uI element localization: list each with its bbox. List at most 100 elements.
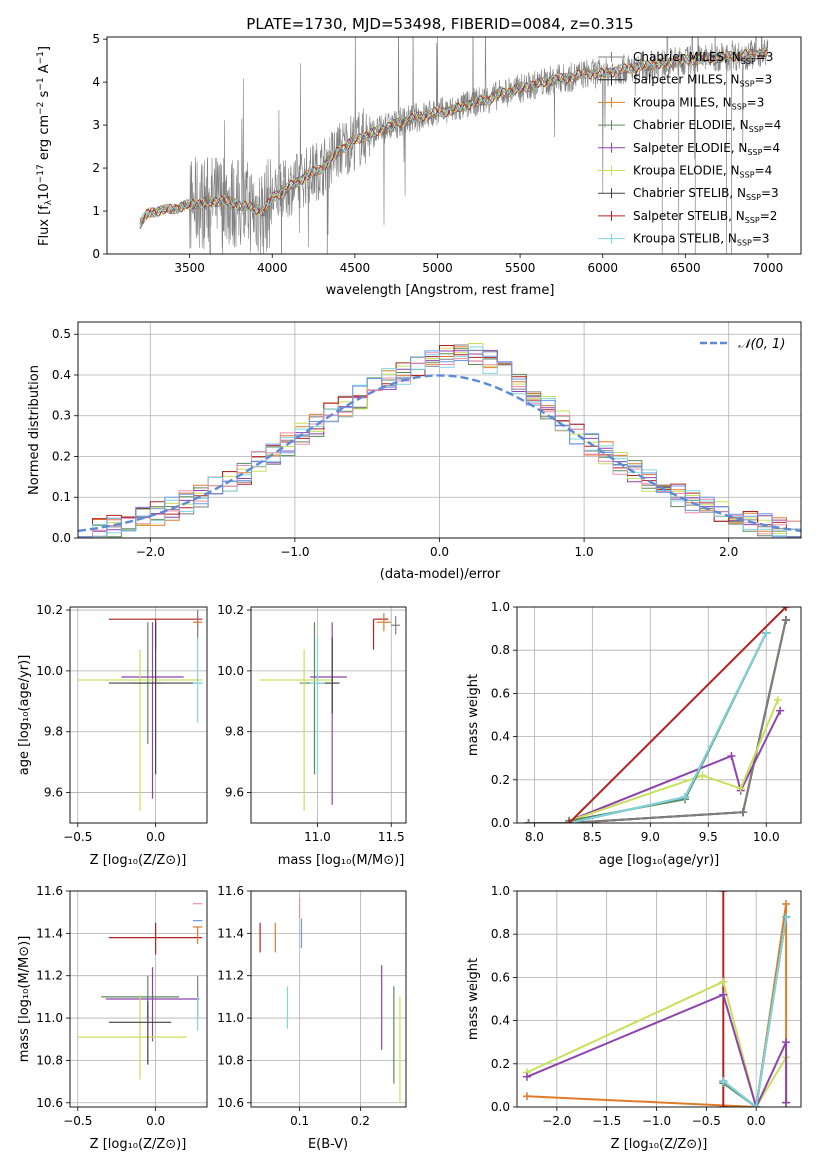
axes-frame	[106, 36, 802, 255]
y-axis-label: mass weight	[466, 674, 481, 756]
legend: Chabrier MILES, NSSP=3 Salpeter MILES, NS…	[598, 50, 781, 248]
x-tick-label: −0.5	[63, 830, 92, 844]
x-axis-label: wavelength [Angstrom, rest frame]	[326, 283, 555, 298]
y-tick-label: 0.0	[491, 816, 510, 830]
series-line	[526, 993, 788, 1107]
x-tick-label: 0.0	[747, 1114, 766, 1128]
y-tick-label: 11.0	[217, 1011, 244, 1025]
plot-area	[251, 607, 406, 823]
y-tick-label: 0.5	[52, 327, 71, 341]
y-tick-label: 4	[92, 75, 100, 89]
axes-residuals: −2.0 −1.0 0.0 1.0 2.0 0.0 0.1 0.2 0.3 0.4 0.5	[52, 321, 802, 559]
y-tick-label: 9.8	[44, 725, 63, 739]
y-tick-label: 11.6	[217, 884, 244, 898]
x-tick-label: −1.5	[592, 1114, 621, 1128]
y-tick-label: 11.2	[36, 969, 63, 983]
y-tick-label: 10.0	[217, 664, 244, 678]
series-line	[526, 903, 788, 1107]
axes-frame	[516, 606, 802, 824]
x-axis-label: Z [log₁₀(Z/Z⊙)]	[611, 1137, 708, 1152]
y-axis-label: Normed distribution	[27, 365, 42, 495]
y-tick-label: 0.0	[52, 531, 71, 545]
plot-area	[70, 891, 207, 1107]
axes-frame	[69, 606, 208, 824]
x-tick-label: 8.0	[525, 830, 544, 844]
plot-area	[70, 607, 207, 823]
x-tick-label: −2.0	[136, 545, 165, 559]
series-line	[722, 916, 788, 1107]
series-line	[568, 710, 781, 822]
axes-mass-weight-vs-age: 8.0 8.5 9.0 9.5 10.0 0.0 0.2 0.4 0.6 0.8 1.0	[491, 600, 802, 844]
y-tick-label: 10.8	[36, 1053, 63, 1067]
y-tick-label: 0.0	[491, 1100, 510, 1114]
x-tick-label: 11.0	[304, 830, 331, 844]
x-tick-label: −1.0	[642, 1114, 671, 1128]
y-tick-label: 0.4	[52, 368, 71, 382]
y-tick-label: 10.0	[36, 664, 63, 678]
x-tick-label: 0.1	[290, 1114, 309, 1128]
axes-spectrum: 3500 4000 4500 5000 5500 6000 6500 7000 0 1 2 3 4 5	[92, 32, 802, 275]
y-axis-label: mass [log₁₀(M/M⊙)]	[17, 936, 32, 1063]
y-tick-label: 10.2	[36, 603, 63, 617]
x-tick-label: 0.0	[146, 1114, 165, 1128]
plot-area	[517, 891, 801, 1107]
x-axis-label: Z [log₁₀(Z/Z⊙)]	[90, 1137, 187, 1152]
x-tick-label: 7000	[753, 261, 784, 275]
y-tick-label: 9.8	[225, 725, 244, 739]
y-tick-label: 0.2	[52, 449, 71, 463]
axes-mass-weight-vs-Z: −2.0 −1.5 −1.0 −0.5 0.0 0.0 0.2 0.4 0.6 0.8 1.0	[491, 884, 802, 1128]
legend-entry: Chabrier STELIB, NSSP=3	[633, 186, 779, 202]
axes-frame	[250, 606, 407, 824]
x-tick-label: 11.5	[378, 830, 405, 844]
y-tick-label: 5	[92, 32, 100, 46]
x-tick-label: 0.2	[351, 1114, 370, 1128]
axes-frame	[77, 321, 802, 539]
x-axis-label: E(B-V)	[308, 1137, 348, 1152]
x-tick-label: 2.0	[719, 545, 738, 559]
x-tick-label: 0.0	[430, 545, 449, 559]
x-tick-label: 9.5	[699, 830, 718, 844]
axes-frame	[69, 890, 208, 1108]
y-tick-label: 2	[92, 161, 100, 175]
x-tick-label: 4500	[340, 261, 371, 275]
x-tick-label: 6500	[670, 261, 701, 275]
x-tick-label: −0.5	[63, 1114, 92, 1128]
y-tick-label: 11.4	[36, 926, 63, 940]
y-tick-label: 3	[92, 118, 100, 132]
legend-entry: Salpeter MILES, NSSP=3	[633, 73, 772, 89]
x-tick-label: −1.0	[280, 545, 309, 559]
y-tick-label: 11.4	[217, 926, 244, 940]
axes-mass-vs-Z: −0.5 0.0 10.6 10.8 11.0 11.2 11.4 11.6	[36, 884, 208, 1128]
axes-mass-vs-EBV: 0.1 0.2 10.6 10.8 11.0 11.2 11.4 11.6	[217, 884, 407, 1128]
legend-entry: Kroupa MILES, NSSP=3	[633, 95, 764, 111]
y-tick-label: 0.2	[491, 1057, 510, 1071]
axes-frame	[516, 890, 802, 1108]
chart-title: PLATE=1730, MJD=53498, FIBERID=0084, z=0…	[246, 15, 633, 33]
y-tick-label: 0.8	[491, 927, 510, 941]
y-tick-label: 1	[92, 204, 100, 218]
x-tick-label: 3500	[174, 261, 205, 275]
x-tick-label: 9.0	[641, 830, 660, 844]
x-tick-label: 0.0	[146, 830, 165, 844]
legend-entry: Salpeter ELODIE, NSSP=4	[633, 141, 780, 157]
y-tick-label: 9.6	[44, 786, 63, 800]
x-axis-label: mass [log₁₀(M/M⊙)]	[278, 853, 405, 868]
model-line	[139, 48, 768, 225]
y-tick-label: 0.6	[491, 970, 510, 984]
series-line	[722, 916, 788, 1107]
x-tick-label: −2.0	[542, 1114, 571, 1128]
legend-entry: Kroupa ELODIE, NSSP=4	[633, 164, 772, 180]
x-tick-label: −0.5	[692, 1114, 721, 1128]
y-axis-label: age [log₁₀(age/yr)]	[17, 655, 32, 776]
y-axis-label: mass weight	[466, 958, 481, 1040]
y-tick-label: 0.8	[491, 643, 510, 657]
plot-area	[139, 37, 769, 254]
y-tick-label: 10.6	[36, 1096, 63, 1110]
series-line	[722, 916, 788, 1107]
x-tick-label: 8.5	[583, 830, 602, 844]
y-tick-label: 9.6	[225, 786, 244, 800]
x-tick-label: 6000	[587, 261, 618, 275]
axes-age-vs-mass: 11.0 11.5 9.6 9.8 10.0 10.2	[217, 603, 407, 844]
y-tick-label: 1.0	[491, 600, 510, 614]
